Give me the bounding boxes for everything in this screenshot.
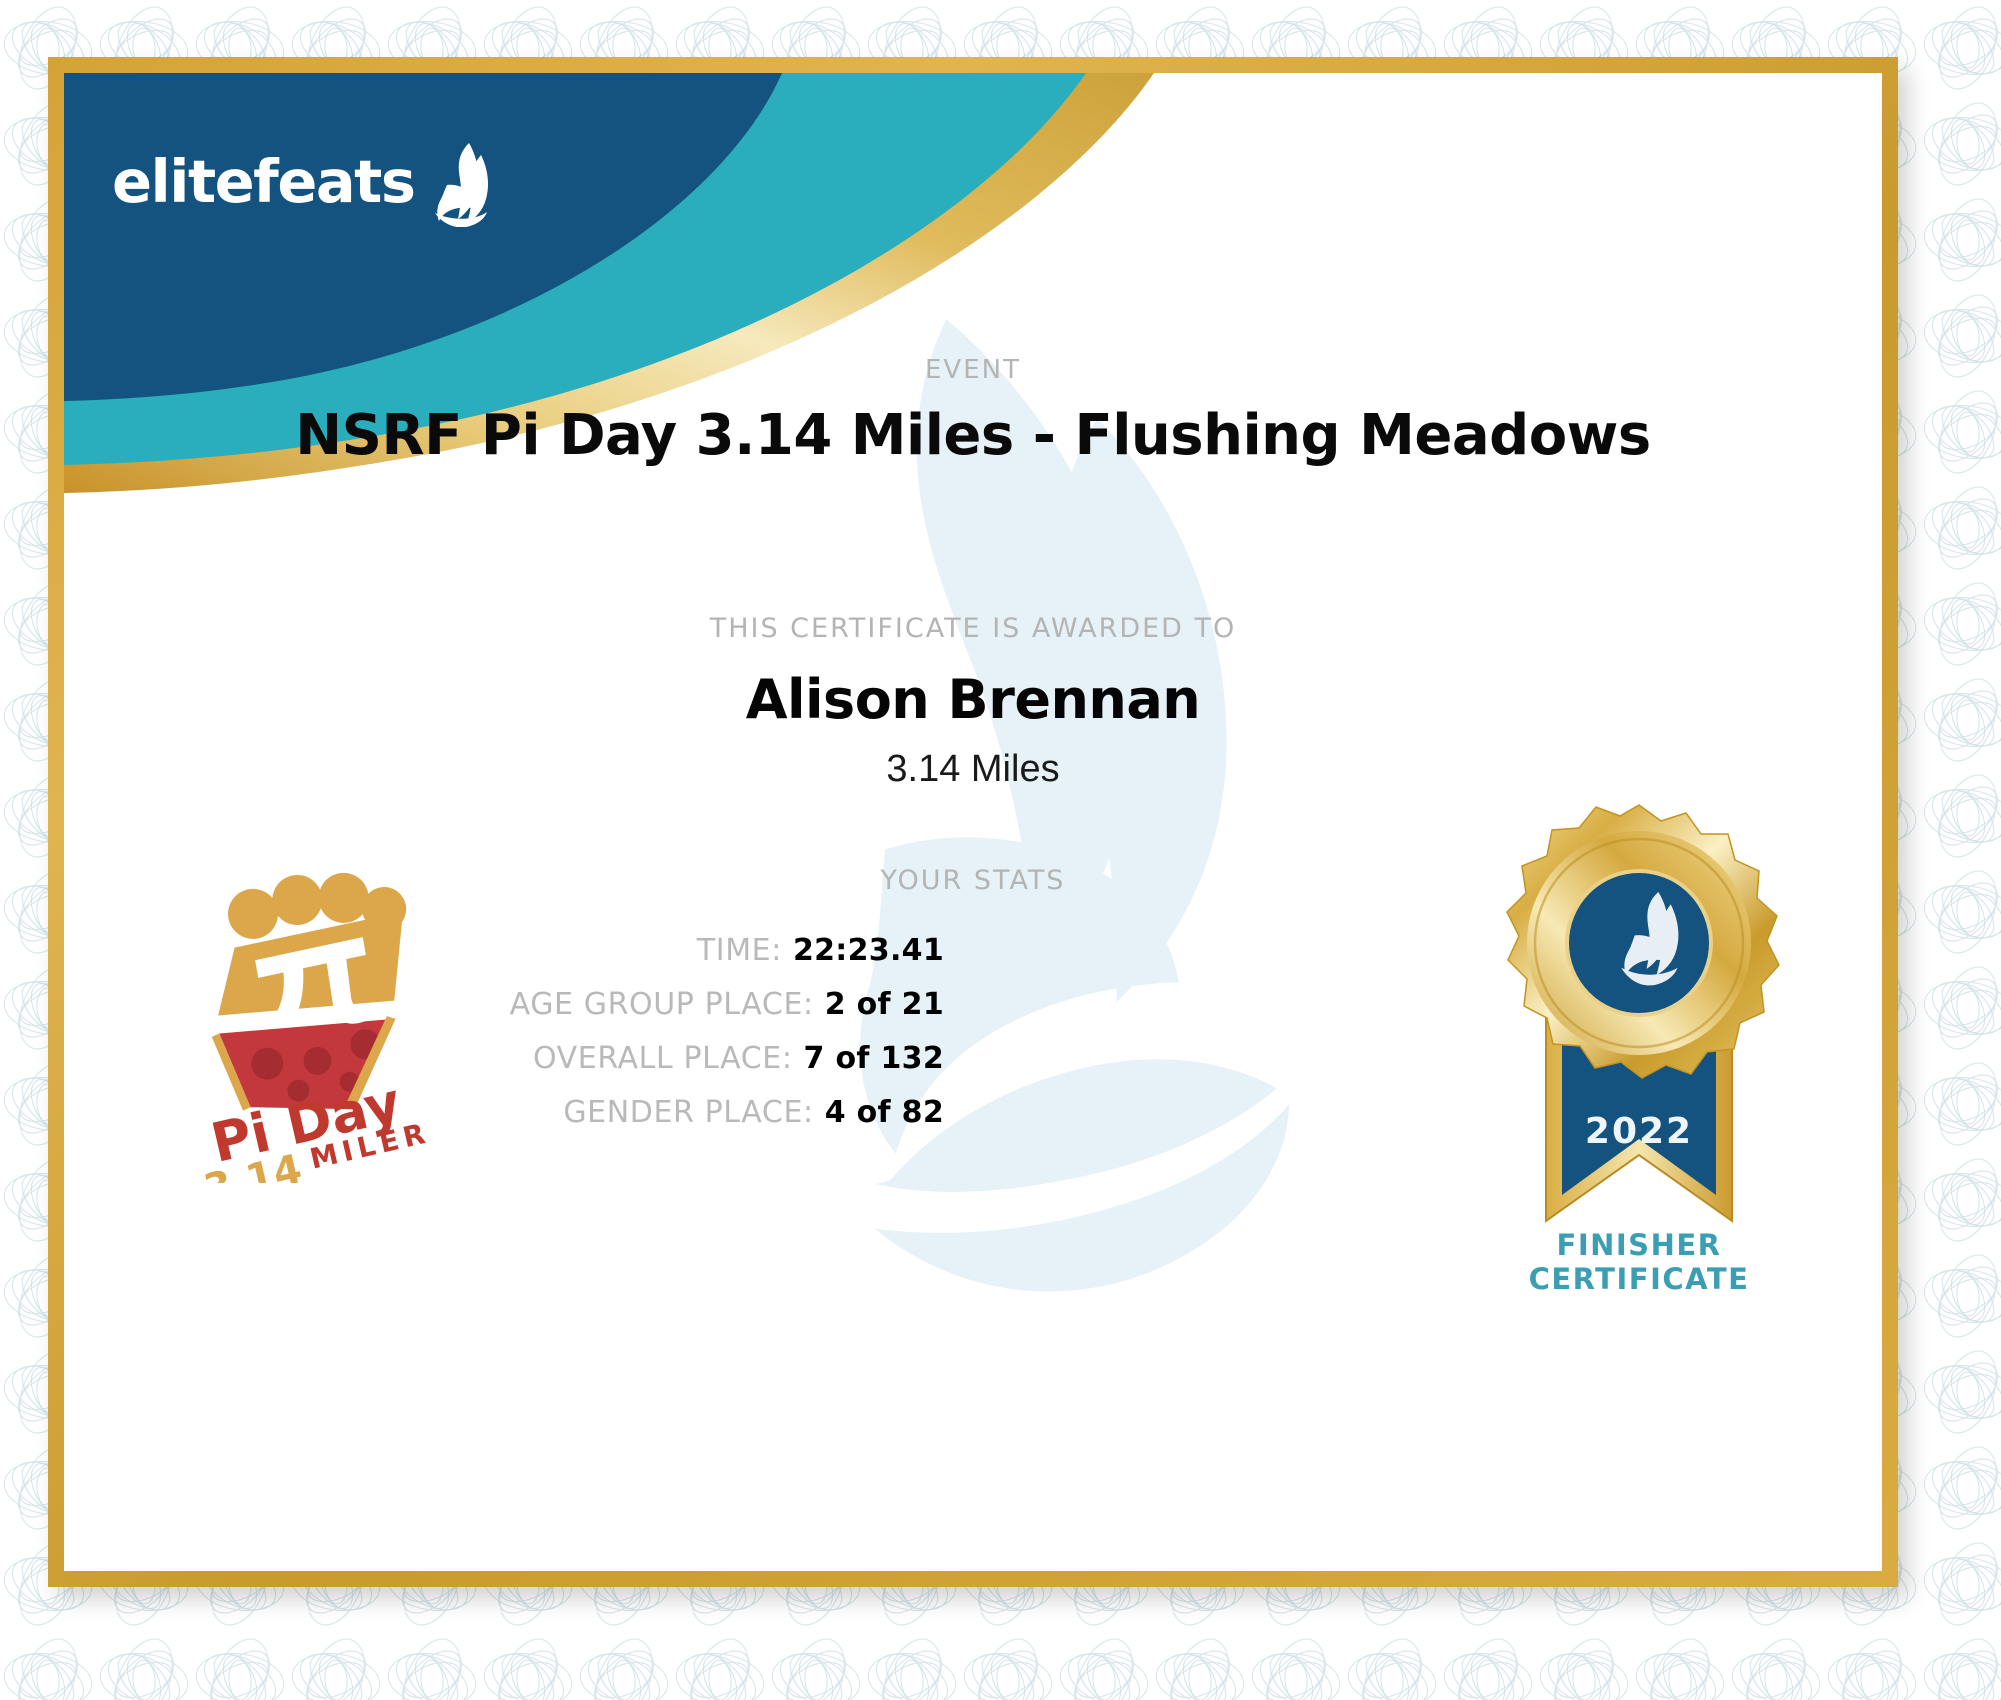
stat-value: 4 of 82 xyxy=(824,1095,944,1130)
finisher-medal-badge: 2022 xyxy=(1506,804,1780,1223)
pi-day-miler-logo: Pi Day 3.14 MILER xyxy=(200,872,433,1183)
stat-key: TIME: xyxy=(696,933,782,968)
stat-key: AGE GROUP PLACE: xyxy=(509,987,814,1022)
medal-year: 2022 xyxy=(1585,1111,1693,1152)
certificate-content: EVENT NSRF Pi Day 3.14 Miles - Flushing … xyxy=(64,73,1882,1571)
stat-value: 7 of 132 xyxy=(803,1041,944,1076)
finisher-line-1: FINISHER xyxy=(1556,1228,1722,1262)
event-label: EVENT xyxy=(925,355,1021,385)
recipient-name: Alison Brennan xyxy=(745,668,1201,731)
event-title: NSRF Pi Day 3.14 Miles - Flushing Meadow… xyxy=(295,403,1651,468)
race-distance: 3.14 Miles xyxy=(886,748,1060,790)
stat-value: 2 of 21 xyxy=(824,987,944,1022)
gold-frame-border: elitefeats EVENT NSRF Pi Day 3.14 Miles … xyxy=(48,57,1898,1587)
stat-value: 22:23.41 xyxy=(792,933,944,968)
finisher-line-2: CERTIFICATE xyxy=(1528,1262,1750,1297)
certificate-canvas: elitefeats EVENT NSRF Pi Day 3.14 Miles … xyxy=(64,73,1882,1571)
stat-key: GENDER PLACE: xyxy=(563,1095,814,1130)
finisher-certificate-caption: FINISHER CERTIFICATE xyxy=(1454,1228,1824,1296)
stat-key: OVERALL PLACE: xyxy=(532,1041,793,1076)
awarded-to-label: THIS CERTIFICATE IS AWARDED TO xyxy=(709,613,1237,644)
